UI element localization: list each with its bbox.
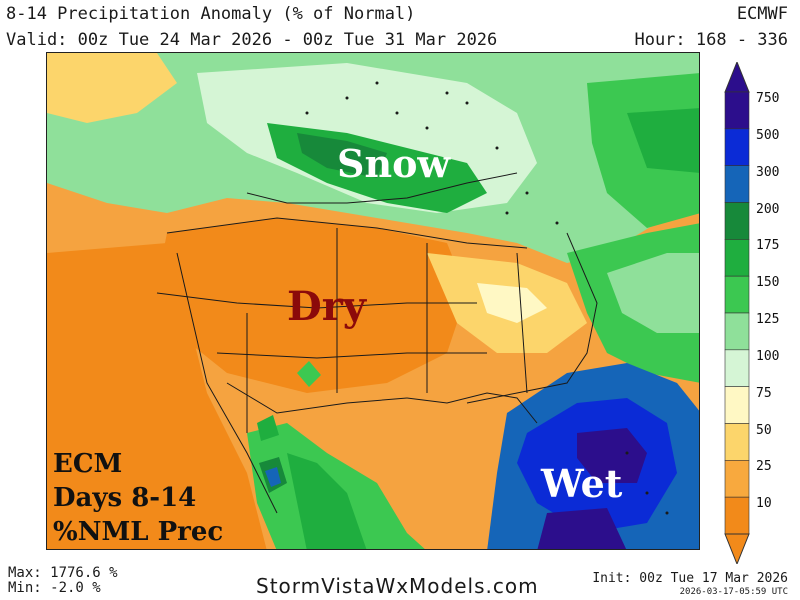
legend-swatch — [724, 165, 750, 203]
legend-swatch — [724, 91, 750, 130]
legend-swatch — [724, 423, 750, 461]
model-info-line-1: ECM — [53, 449, 123, 479]
map-title: 8-14 Precipitation Anomaly (% of Normal) — [6, 4, 416, 24]
legend-swatch — [724, 275, 750, 314]
legend-tick-label: 100 — [756, 348, 780, 364]
legend-tick-label: 150 — [756, 275, 780, 291]
model-info-line-2: Days 8-14 — [53, 483, 197, 513]
legend-swatch — [724, 349, 750, 387]
legend-tick-label: 10 — [756, 496, 772, 512]
legend-tick-label: 50 — [756, 422, 772, 438]
timestamp: 2026-03-17-05:59 UTC — [679, 587, 788, 597]
max-value: Max: 1776.6 % — [8, 565, 118, 581]
legend-top-arrow — [724, 62, 750, 93]
legend-swatch — [724, 202, 750, 240]
legend-swatch — [724, 496, 750, 535]
legend-tick-label: 75 — [756, 385, 772, 401]
model-name: ECMWF — [736, 4, 788, 24]
legend-bottom-arrow — [724, 533, 750, 564]
legend-tick-label: 25 — [756, 459, 772, 475]
legend-tick-label: 125 — [756, 312, 780, 327]
wet-label: Wet — [541, 461, 623, 506]
model-info-line-3: %NML Prec — [53, 517, 224, 547]
legend-tick-label: 500 — [756, 127, 780, 143]
legend-tick-label: 175 — [756, 238, 780, 254]
dry-label: Dry — [287, 283, 367, 330]
min-value: Min: -2.0 % — [8, 580, 101, 596]
anomaly-map: Snow Dry Wet ECM Days 8-14 %NML Prec — [46, 52, 700, 550]
init-time: Init: 00z Tue 17 Mar 2026 — [592, 571, 788, 586]
color-legend — [724, 62, 750, 564]
site-credit: StormVistaWxModels.com — [256, 574, 539, 598]
snow-label: Snow — [337, 141, 451, 186]
map-field — [47, 53, 699, 549]
legend-tick-label: 200 — [756, 201, 780, 217]
model-info-block: ECM Days 8-14 %NML Prec — [53, 447, 223, 549]
legend-tick-label: 300 — [756, 164, 780, 180]
legend-swatch — [724, 460, 750, 498]
legend-swatch — [724, 128, 750, 166]
legend-swatch — [724, 239, 750, 277]
legend-swatch — [724, 312, 750, 351]
legend-swatch — [724, 386, 750, 424]
valid-period: Valid: 00z Tue 24 Mar 2026 - 00z Tue 31 … — [6, 30, 498, 50]
forecast-hour: Hour: 168 - 336 — [634, 30, 788, 50]
legend-tick-label: 750 — [756, 91, 780, 106]
